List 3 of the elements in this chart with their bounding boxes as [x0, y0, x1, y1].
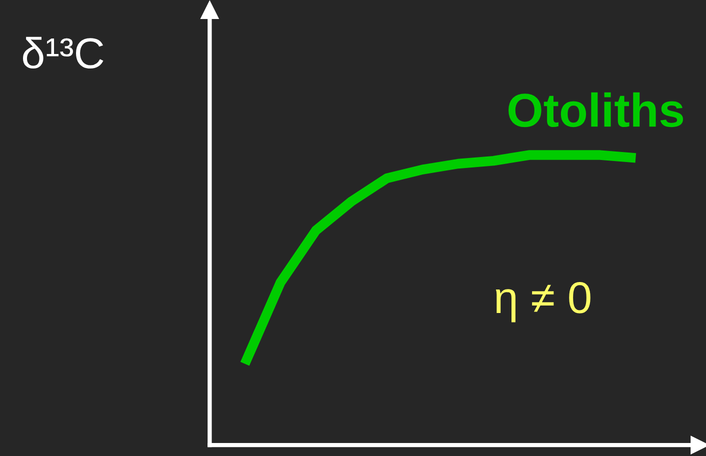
- annotation: η ≠ 0: [496, 282, 590, 322]
- series-label: Otoliths: [508, 92, 684, 128]
- y-axis-title: δ¹³C: [22, 36, 104, 69]
